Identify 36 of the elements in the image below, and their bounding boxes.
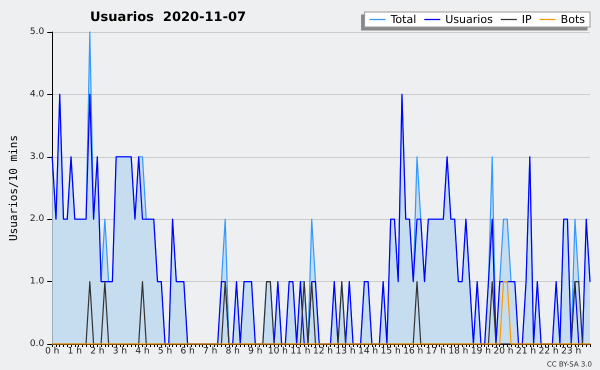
x-tick-label: 1 h (68, 346, 82, 356)
legend-label: Total (390, 13, 416, 26)
x-tick-label: 19 h (470, 346, 491, 356)
y-tick-label: 4.0 (30, 89, 44, 100)
x-tick-label: 20 h (493, 346, 514, 356)
x-tick-label: 4 h (135, 346, 150, 356)
x-tick-label: 9 h (248, 346, 262, 356)
legend-label: Usuarios (445, 13, 494, 26)
x-tick-label: 7 h (203, 346, 218, 356)
x-tick-label: 5 h (158, 346, 172, 356)
legend-label: Bots (560, 13, 586, 26)
y-tick-label: 5.0 (30, 27, 44, 37)
legend-label: IP (522, 13, 532, 26)
x-tick-label: 6 h (180, 346, 195, 356)
x-tick-label: 16 h (403, 346, 424, 356)
x-tick-label: 0 h (45, 346, 60, 356)
x-tick-label: 11 h (290, 346, 310, 356)
x-tick-label: 17 h (426, 346, 446, 356)
x-tick-label: 12 h (312, 346, 334, 356)
x-tick-label: 14 h (358, 346, 378, 356)
x-tick-label: 18 h (448, 346, 468, 356)
y-tick-label: 2.0 (30, 214, 44, 224)
x-tick-label: 21 h (516, 346, 536, 356)
x-tick-label: 2 h (90, 346, 104, 356)
x-tick-label: 8 h (226, 346, 240, 356)
x-tick-label: 23 h (561, 346, 582, 356)
x-tick-label: 10 h (268, 346, 288, 356)
x-tick-label: 13 h (336, 346, 356, 356)
y-tick-label: 0.0 (30, 339, 44, 349)
y-axis-title: Usuarios/10 mins (7, 135, 20, 241)
y-tick-label: 1.0 (30, 276, 44, 287)
x-tick-label: 15 h (380, 346, 401, 356)
y-tick-label: 3.0 (30, 152, 44, 162)
x-tick-label: 3 h (112, 346, 128, 356)
x-tick-label: 22 h (538, 346, 559, 356)
chart-title: Usuarios 2020-11-07 (90, 10, 246, 25)
